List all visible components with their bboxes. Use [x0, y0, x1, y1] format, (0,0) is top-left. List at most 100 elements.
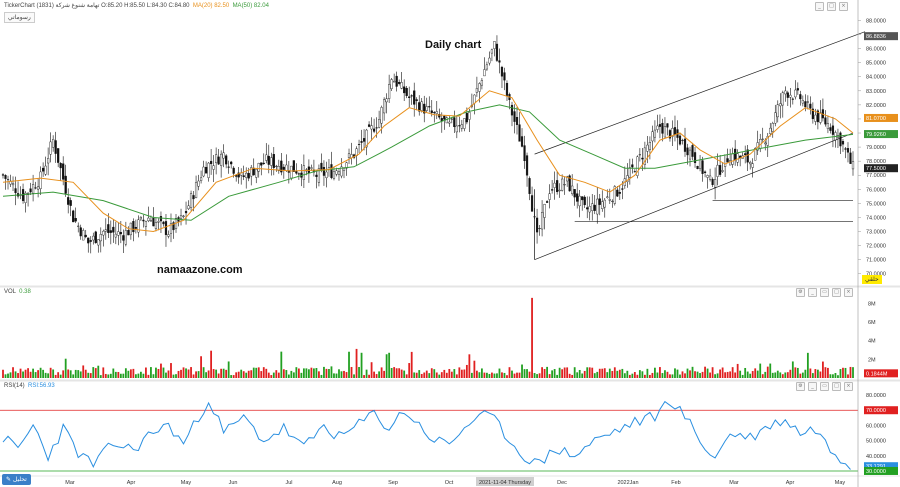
volume-bar: [124, 368, 127, 378]
candle-body: [164, 221, 168, 235]
candle-body: [320, 162, 323, 170]
candle-body: [681, 139, 684, 141]
header-title: TickerChart تهامة شنوغ شركة (1831) O:85.…: [4, 3, 190, 9]
candle-body: [187, 205, 190, 210]
candle-body: [375, 127, 378, 129]
analysis-button[interactable]: ✎ تحليل: [2, 474, 31, 485]
candle-body: [538, 228, 541, 230]
volume-tick-label: 4M: [868, 339, 876, 345]
candle-body: [445, 117, 448, 124]
volume-bar: [7, 373, 9, 378]
volume-bar: [638, 370, 641, 378]
volume-bar: [578, 369, 581, 378]
axes: 88.000087.000086.000085.000084.000083.00…: [65, 0, 898, 487]
volume-bar: [769, 363, 772, 378]
candle-body: [310, 167, 313, 169]
maximize-icon[interactable]: □: [832, 382, 841, 391]
volume-bar: [275, 370, 278, 378]
candle-body: [124, 230, 127, 245]
volume-bar: [330, 366, 333, 378]
drawings-button[interactable]: رسوماتي: [4, 12, 35, 23]
candle-body: [365, 129, 368, 148]
volume-bar: [390, 368, 393, 378]
grid: [0, 285, 900, 477]
volume-bar: [568, 373, 571, 378]
volume-bar: [114, 371, 117, 378]
maximize-icon[interactable]: □: [827, 2, 836, 11]
volume-bar: [681, 371, 684, 378]
volume-bar: [252, 367, 255, 378]
volume-bar: [684, 373, 686, 378]
volume-bar: [250, 370, 253, 378]
volume-bar: [583, 370, 586, 378]
volume-bar: [84, 369, 87, 378]
volume-bar: [576, 372, 579, 378]
volume-bar: [593, 373, 596, 378]
maximize-icon[interactable]: □: [832, 288, 841, 297]
volume-bar: [596, 371, 599, 378]
candle-body: [378, 119, 381, 128]
candle-body: [535, 217, 539, 233]
ma50-line: [2, 104, 854, 221]
volume-bar: [310, 367, 313, 378]
volume-bar: [82, 365, 85, 378]
candle-body: [14, 188, 17, 194]
restore-icon[interactable]: ▭: [820, 382, 829, 391]
volume-bar: [460, 369, 463, 378]
volume-bar: [19, 368, 22, 378]
restore-icon[interactable]: ▭: [820, 288, 829, 297]
yellow-tag: حلقي: [862, 275, 882, 284]
candle-body: [252, 167, 255, 176]
candle-body: [754, 148, 757, 161]
candle-body: [811, 108, 814, 120]
settings-icon[interactable]: ⚙: [796, 288, 805, 297]
price-tick-label: 73.0000: [866, 230, 886, 236]
close-icon[interactable]: ×: [844, 382, 853, 391]
volume-bar: [17, 373, 19, 378]
volume-bar: [358, 367, 360, 378]
volume-window-controls[interactable]: ⚙ _ ▭ □ ×: [796, 288, 853, 297]
candle-body: [34, 187, 37, 189]
volume-bar: [563, 367, 566, 378]
candle-body: [202, 166, 205, 177]
price-window-controls[interactable]: _ □ ×: [815, 2, 848, 11]
candle-body: [448, 121, 451, 124]
volume-bar: [588, 367, 591, 378]
volume-bar: [704, 366, 706, 378]
rsi-tick-label: 60.0000: [866, 423, 886, 429]
minimize-icon[interactable]: _: [808, 288, 817, 297]
volume-bar: [325, 368, 328, 378]
volume-bar: [445, 372, 448, 378]
volume-bar: [195, 371, 197, 378]
volume-bar: [373, 371, 375, 378]
candle-body: [505, 82, 509, 96]
candle-body: [11, 183, 15, 186]
volume-bar: [847, 374, 849, 378]
minimize-icon[interactable]: _: [808, 382, 817, 391]
candle-body: [716, 164, 719, 177]
volume-bar: [749, 373, 752, 378]
candle-body: [250, 167, 253, 177]
volume-bar: [32, 368, 34, 378]
volume-bar: [796, 367, 799, 378]
volume-bar: [295, 367, 298, 378]
minimize-icon[interactable]: _: [815, 2, 824, 11]
volume-bar: [521, 364, 523, 378]
close-icon[interactable]: ×: [839, 2, 848, 11]
rsi-tag: [864, 466, 898, 475]
volume-bar: [4, 374, 7, 378]
rsi-tick-label: 50.0000: [866, 439, 886, 445]
close-icon[interactable]: ×: [844, 288, 853, 297]
rsi-tag-label: 70.0000: [866, 408, 886, 414]
volume-bar: [59, 374, 62, 378]
candle-body: [189, 193, 193, 208]
volume-bar: [290, 370, 293, 378]
candle-body: [691, 145, 694, 157]
x-axis-label: Oct: [445, 480, 454, 486]
volume-bar: [822, 361, 824, 378]
rsi-window-controls[interactable]: ⚙ _ ▭ □ ×: [796, 382, 853, 391]
candle-body: [285, 164, 288, 171]
settings-icon[interactable]: ⚙: [796, 382, 805, 391]
volume-bar: [791, 361, 794, 378]
volume-bar: [699, 373, 701, 378]
